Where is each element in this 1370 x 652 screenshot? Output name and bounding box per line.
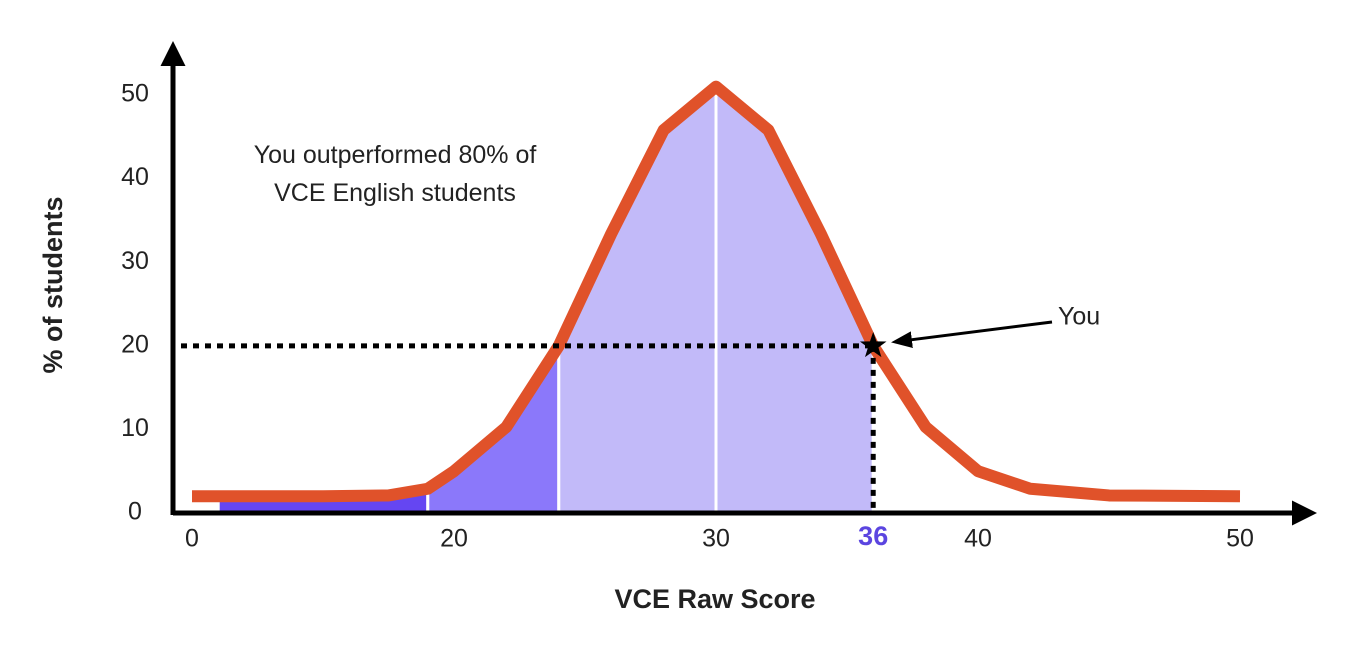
distribution-curve (192, 80, 1241, 503)
y-tick-label: 0 (128, 498, 142, 526)
star-marker (859, 331, 887, 358)
marker-x-label: 36 (858, 521, 888, 551)
x-tick-label: 50 (1226, 525, 1254, 553)
y-tick-label: 30 (121, 247, 149, 275)
x-tick-label: 30 (702, 525, 730, 553)
x-tick-label: 40 (964, 525, 992, 553)
annotation: You outperformed 80% of VCE English stud… (253, 141, 537, 207)
y-tick-label: 50 (121, 80, 149, 108)
pointer-arrow (891, 320, 1053, 349)
x-axis-title: VCE Raw Score (614, 584, 815, 614)
y-tick-label: 10 (121, 414, 149, 442)
y-tick-label: 40 (121, 163, 149, 191)
marker-label: You (1058, 303, 1100, 331)
x-tick-label: 0 (185, 525, 199, 553)
x-tick-label: 20 (440, 525, 468, 553)
y-axis-title: % of students (38, 196, 68, 373)
y-tick-label: 20 (121, 330, 149, 358)
